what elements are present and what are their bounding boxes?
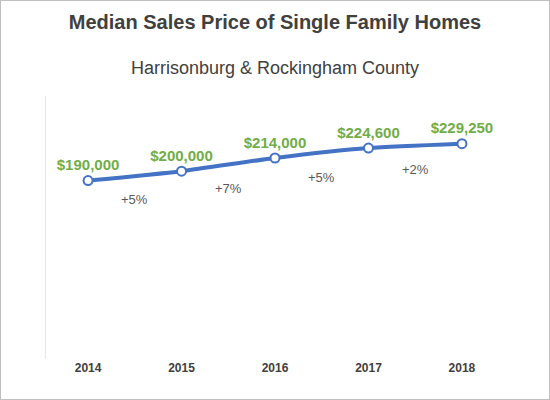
svg-text:+7%: +7% [215,181,242,196]
svg-text:2018: 2018 [449,361,476,375]
svg-text:Median Sales Price of Single F: Median Sales Price of Single Family Home… [69,11,481,33]
svg-text:2017: 2017 [355,361,382,375]
svg-text:$229,250: $229,250 [431,119,494,136]
svg-text:$200,000: $200,000 [150,147,213,164]
svg-text:$190,000: $190,000 [57,156,120,173]
svg-text:+5%: +5% [308,170,335,185]
svg-text:+5%: +5% [121,192,148,207]
svg-text:$224,600: $224,600 [337,124,400,141]
svg-text:Harrisonburg & Rockingham Coun: Harrisonburg & Rockingham County [131,58,419,78]
svg-text:2015: 2015 [168,361,195,375]
svg-text:+2%: +2% [402,162,429,177]
svg-text:$214,000: $214,000 [244,134,307,151]
svg-text:2016: 2016 [262,361,289,375]
svg-text:2014: 2014 [75,361,102,375]
